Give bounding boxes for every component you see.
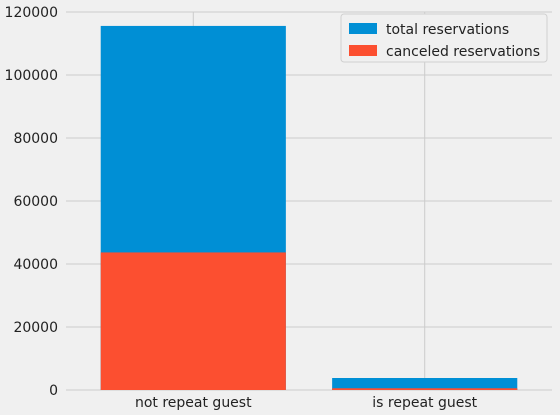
y-tick-label: 40000	[13, 257, 58, 273]
bar-total-reservations-is-repeat-guest	[332, 377, 518, 390]
bars	[100, 25, 518, 390]
y-tick-label: 100000	[5, 68, 58, 84]
legend-label: total reservations	[386, 22, 509, 38]
y-tick-label: 120000	[5, 5, 58, 21]
legend-label: canceled reservations	[386, 44, 540, 60]
y-tick-label: 60000	[13, 194, 58, 210]
x-tick-label: not repeat guest	[135, 395, 252, 411]
x-tick-label: is repeat guest	[372, 395, 477, 411]
x-axis: not repeat guest is repeat guest	[135, 395, 478, 411]
legend: total reservations canceled reservations	[340, 13, 548, 63]
bar-canceled-reservations-is-repeat-guest	[332, 388, 518, 390]
legend-swatch-canceled-reservations	[349, 45, 377, 56]
bar-canceled-reservations-not-repeat-guest	[100, 252, 286, 390]
y-tick-label: 0	[49, 383, 58, 399]
legend-box	[340, 13, 548, 63]
legend-swatch-total-reservations	[349, 23, 377, 34]
y-tick-label: 80000	[13, 131, 58, 147]
y-axis: 0 20000 40000 60000 80000 100000 120000	[5, 5, 58, 399]
y-tick-label: 20000	[13, 320, 58, 336]
